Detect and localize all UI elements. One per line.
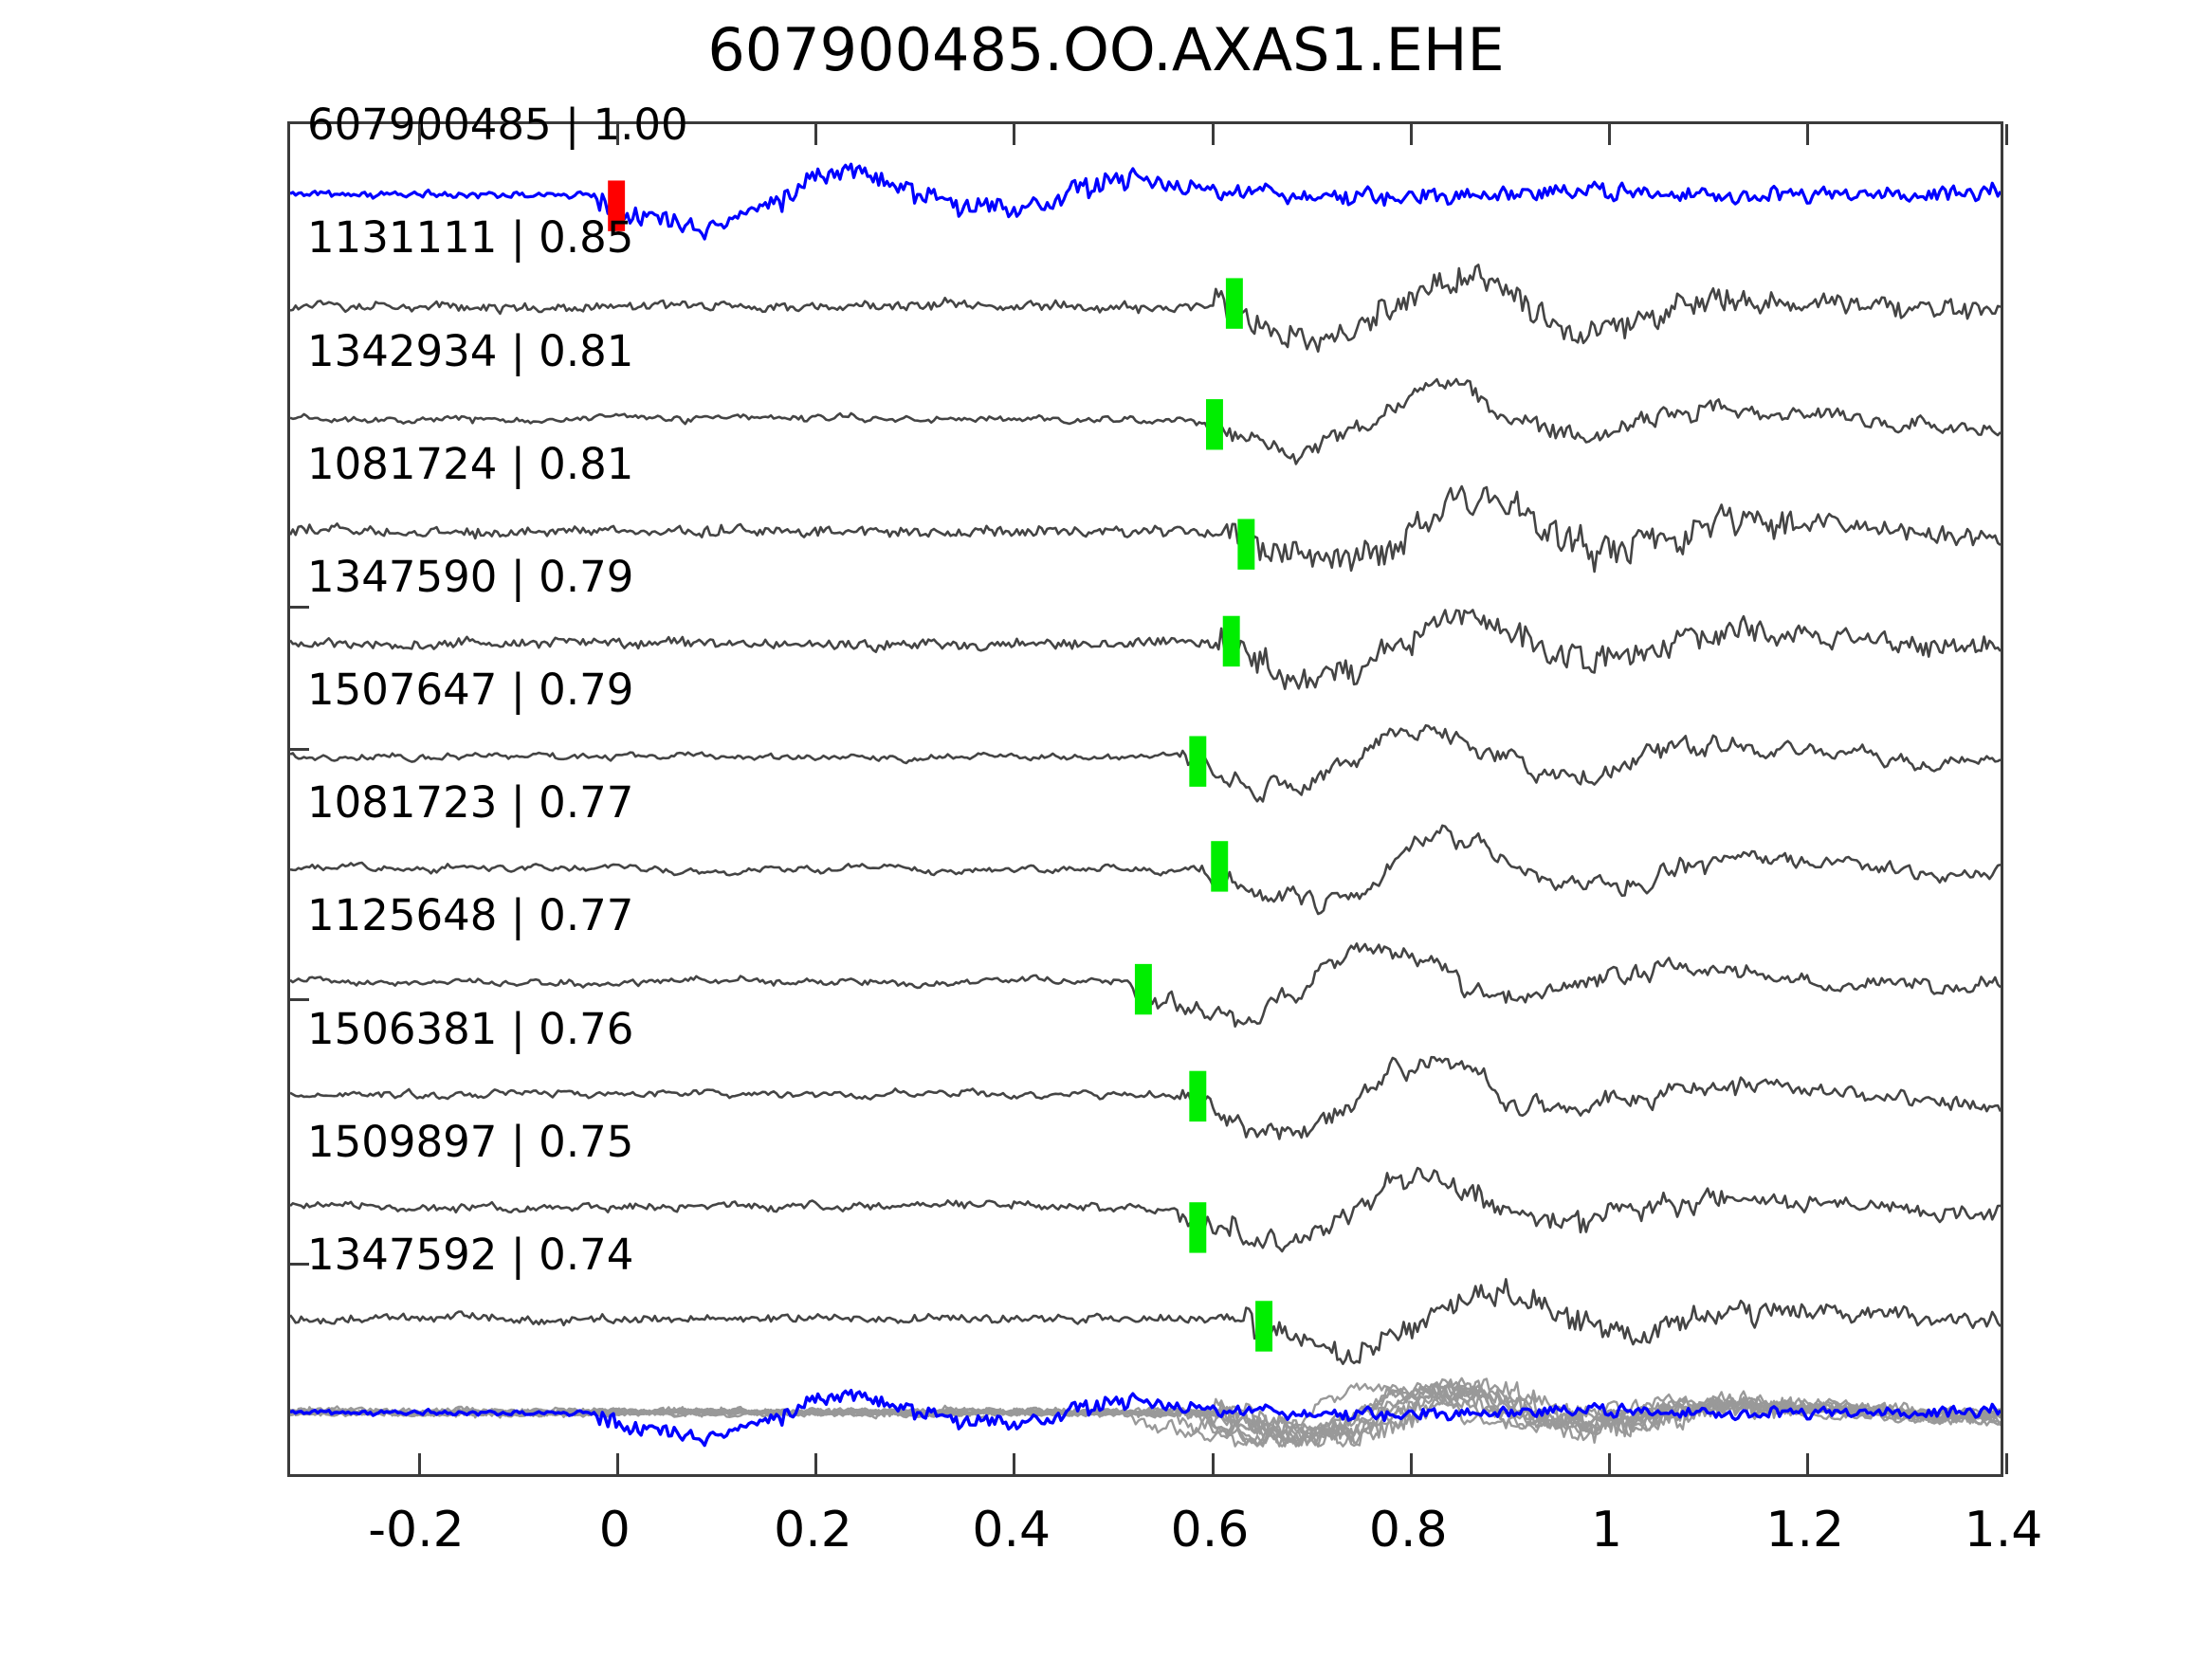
detection-pick-marker	[1255, 1301, 1273, 1352]
trace-label: 1507647 | 0.79	[307, 665, 634, 716]
detection-pick-marker	[1134, 963, 1152, 1015]
trace-label: 1509897 | 0.75	[307, 1116, 634, 1167]
trace-label: 607900485 | 1.00	[307, 100, 688, 151]
y-axis-tick	[290, 747, 309, 751]
waveform-plot-area: 607900485 | 1.00 1131111 | 0.85 1342934 | …	[287, 100, 2008, 1477]
x-tick-label: 0.2	[774, 1502, 852, 1559]
x-axis-tick	[2004, 1453, 2008, 1474]
detection-pick-marker	[1189, 1202, 1207, 1253]
x-axis-tick	[814, 1453, 817, 1474]
trace-label: 1081724 | 0.81	[307, 438, 634, 489]
x-axis-tick-top	[1806, 124, 1810, 145]
trace-label: 1081723 | 0.77	[307, 777, 634, 829]
template-pick-marker	[608, 180, 626, 231]
waveform-trace	[290, 1166, 2001, 1253]
waveform-trace	[290, 1055, 2001, 1140]
detection-pick-marker	[1222, 615, 1240, 667]
trace-label: 1125648 | 0.77	[307, 890, 634, 941]
trace-label: 1347592 | 0.74	[307, 1229, 634, 1280]
x-axis-tick	[1806, 1453, 1810, 1474]
x-tick-label: 0.8	[1368, 1502, 1448, 1559]
waveform-trace	[290, 1278, 2001, 1365]
x-axis-tick-top	[2004, 124, 2008, 145]
x-axis-tick-top	[1409, 124, 1413, 145]
waveform-trace	[290, 609, 2001, 690]
waveform-canvas	[290, 162, 2001, 1448]
x-axis-tick-top	[615, 124, 619, 145]
x-axis-tick-top	[1608, 124, 1611, 145]
figure-title: 607900485.OO.AXAS1.EHE	[707, 15, 1505, 84]
y-axis-tick	[290, 605, 309, 609]
detection-pick-marker	[1211, 841, 1229, 892]
x-tick-label: -0.2	[368, 1502, 465, 1559]
trace-label: 1131111 | 0.85	[307, 212, 634, 264]
trace-label: 1347590 | 0.79	[307, 551, 634, 602]
x-axis-tick	[1409, 1453, 1413, 1474]
detection-pick-marker	[1189, 736, 1207, 787]
x-tick-label: 0.4	[972, 1502, 1051, 1559]
y-axis-tick	[290, 1263, 309, 1267]
y-axis-tick	[290, 998, 309, 1002]
x-axis-tick-top	[417, 124, 421, 145]
x-tick-label: 0	[598, 1502, 631, 1559]
x-tick-label: 1.2	[1765, 1502, 1845, 1559]
detection-pick-marker	[1189, 1070, 1207, 1122]
waveform-trace	[290, 484, 2001, 574]
overlay-trace	[290, 1382, 2001, 1448]
waveform-trace	[290, 264, 2001, 353]
detection-pick-marker	[1225, 278, 1243, 329]
waveform-trace	[290, 377, 2001, 465]
x-tick-label: 1.4	[1964, 1502, 2043, 1559]
overlay-template-trace	[290, 1388, 2001, 1448]
x-axis-tick	[1013, 1453, 1016, 1474]
x-axis-tick-top	[1211, 124, 1215, 145]
detection-pick-marker	[1237, 519, 1255, 570]
waveform-trace	[290, 723, 2001, 803]
x-axis-tick-top	[814, 124, 817, 145]
x-axis-tick	[615, 1453, 619, 1474]
waveform-trace	[290, 162, 2001, 241]
trace-label: 1342934 | 0.81	[307, 325, 634, 376]
trace-label: 1506381 | 0.76	[307, 1003, 634, 1054]
x-axis-tick	[1608, 1453, 1611, 1474]
x-axis-tick	[1211, 1453, 1215, 1474]
detection-pick-marker	[1205, 399, 1223, 450]
x-axis-tick-top	[1013, 124, 1016, 145]
waveform-trace	[290, 824, 2001, 916]
x-tick-label: 1	[1590, 1502, 1623, 1559]
x-axis-tick	[417, 1453, 421, 1474]
x-tick-label: 0.6	[1170, 1502, 1250, 1559]
